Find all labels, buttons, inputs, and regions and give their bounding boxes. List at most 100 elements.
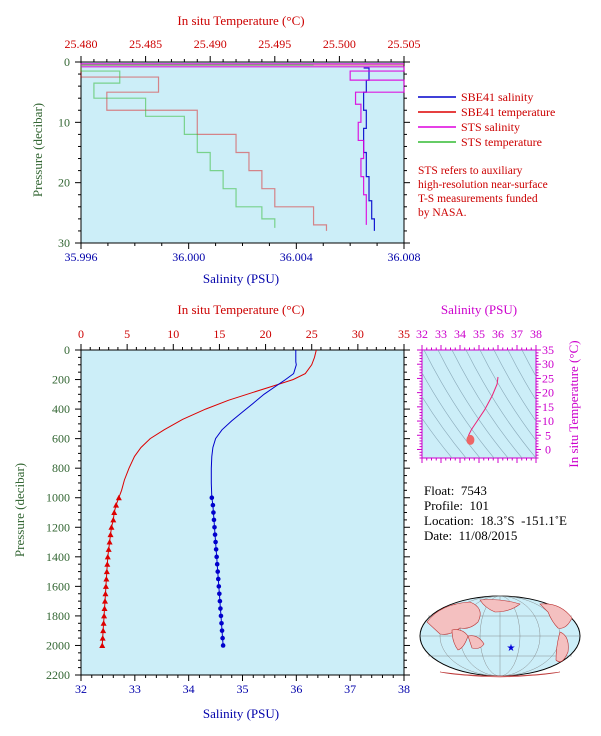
temperature-marker [106, 539, 113, 545]
density-contour [423, 350, 495, 458]
main-salinity-ticklabel: 38 [398, 682, 410, 696]
temperature-marker [102, 590, 109, 597]
main-temp-ticklabel: 15 [213, 327, 225, 341]
density-contour [465, 350, 536, 458]
salinity-marker [217, 598, 223, 604]
main-pressure-ticklabel: 800 [52, 461, 70, 475]
top-chart-salinity-tick-0: 35.996 [65, 250, 98, 264]
main-salinity-ticklabel: 35 [237, 682, 249, 696]
main-salinity-ticklabel: 32 [75, 682, 87, 696]
main-pressure-ticklabel: 2000 [46, 638, 70, 652]
main-temp-ticklabels: 0 5 10 15 20 25 30 35 [78, 327, 410, 341]
top-chart-salinity-tick-2: 36.004 [280, 250, 313, 264]
ts-temp-ticklabel: 10 [542, 414, 554, 428]
top-chart-pressure-tick-1: 10 [58, 115, 70, 129]
main-chart-pressure-axis-label: Pressure (decibar) [12, 463, 27, 557]
top-chart-temp-tick-0: 25.480 [65, 37, 98, 51]
ts-salinity-ticklabel: 35 [473, 327, 485, 341]
main-temp-ticklabel: 5 [124, 327, 130, 341]
top-chart-temp-tick-3: 25.495 [258, 37, 291, 51]
main-salinity-ticklabel: 37 [344, 682, 356, 696]
top-chart-pressure-tick-0: 0 [64, 55, 70, 69]
ts-salinity-ticklabel: 36 [492, 327, 504, 341]
float-location: Location: 18.3˚S -151.1˚E [424, 513, 567, 528]
sts-note: STS refers to auxiliary high-resolution … [418, 165, 548, 219]
salinity-marker [219, 620, 224, 626]
density-contour [422, 396, 467, 458]
temperature-marker [113, 502, 120, 508]
main-temp-ticklabel: 25 [306, 327, 318, 341]
main-pressure-ticklabels: 0 200 400 600 800 1000 1200 1400 1600 1800 2000 220… [46, 343, 70, 682]
main-pressure-ticklabel: 1600 [46, 579, 70, 593]
top-chart-pressure-tick-2: 20 [58, 176, 70, 190]
top-series-group [80, 63, 405, 231]
profile-number: Profile: 101 [424, 498, 489, 513]
main-plot-area [80, 349, 405, 676]
temperature-marker [103, 575, 110, 582]
main-chart-temperature-axis-label: In situ Temperature (°C) [177, 302, 304, 317]
salinity-marker [211, 517, 217, 523]
ts-temp-ticklabel: 20 [542, 386, 554, 400]
salinity-marker [215, 576, 221, 582]
temperature-marker [101, 605, 108, 612]
top-chart-pressure-tick-3: 30 [58, 236, 70, 250]
salinity-marker [214, 554, 219, 560]
density-contour [422, 372, 481, 458]
main-pressure-ticklabel: 1800 [46, 609, 70, 623]
main-chart: In situ Temperature (°C) 0 5 10 15 20 25 30 35 … [12, 302, 410, 721]
top-chart: In situ Temperature (°C) 25.480 25.485 2… [30, 13, 555, 286]
temperature-marker [107, 531, 114, 538]
sts-note-line-4: by NASA. [418, 207, 467, 219]
main-pressure-ticklabel: 1400 [46, 550, 70, 564]
main-pressure-ticklabel: 0 [64, 343, 70, 357]
ts-series-group [466, 376, 499, 445]
salinity-marker [209, 495, 215, 501]
temperature-marker [104, 553, 111, 560]
top-chart-salinity-axis-label: Salinity (PSU) [203, 271, 279, 286]
temperature-marker [104, 561, 111, 567]
temperature-marker [99, 635, 106, 641]
main-pressure-ticklabel: 600 [52, 432, 70, 446]
density-contour [507, 350, 536, 401]
ts-salinity-ticklabel: 33 [435, 327, 447, 341]
top-series-2 [80, 63, 405, 225]
ts-temp-ticklabel: 15 [542, 400, 554, 414]
salinity-marker [217, 591, 222, 597]
ts-plot-area [421, 349, 537, 459]
density-contour [479, 350, 536, 441]
ts-salinity-ticklabel: 37 [511, 327, 523, 341]
main-salinity-ticklabel: 36 [290, 682, 302, 696]
salinity-marker [215, 569, 221, 574]
temperature-marker [111, 509, 118, 515]
main-temp-ticklabel: 0 [78, 327, 84, 341]
map-land [426, 599, 573, 678]
main-pressure-ticklabel: 2200 [46, 668, 70, 682]
salinity-marker [218, 613, 224, 619]
top-chart-salinity-tick-1: 36.000 [172, 250, 205, 264]
salinity-marker [214, 561, 220, 567]
main-chart-salinity-axis-label: Salinity (PSU) [203, 706, 279, 721]
top-series-1 [80, 64, 404, 231]
main-pressure-ticklabel: 200 [52, 373, 70, 387]
sts-note-line-3: T-S measurements funded [418, 193, 538, 205]
salinity-marker [213, 539, 218, 545]
salinity-marker [220, 635, 225, 641]
main-salinity-ticklabel: 34 [183, 682, 195, 696]
top-chart-temperature-axis-label: In situ Temperature (°C) [177, 13, 304, 28]
salinity-marker [212, 532, 218, 537]
salinity-marker [210, 502, 216, 508]
float-id: Float: 7543 [424, 483, 487, 498]
temperature-marker [108, 524, 115, 530]
ts-diagram: Salinity (PSU) 32 33 34 35 36 37 38 0510152025… [416, 302, 581, 468]
top-plot-area [80, 61, 405, 244]
ts-density-contours [422, 350, 536, 458]
ts-temp-ticklabel: 0 [545, 442, 551, 456]
temperature-marker [110, 516, 117, 523]
top-chart-temp-tick-5: 25.505 [388, 37, 421, 51]
top-chart-temp-tick-4: 25.500 [323, 37, 356, 51]
salinity-marker [213, 547, 219, 552]
top-chart-salinity-tick-3: 36.008 [388, 250, 421, 264]
main-pressure-ticklabel: 400 [52, 402, 70, 416]
